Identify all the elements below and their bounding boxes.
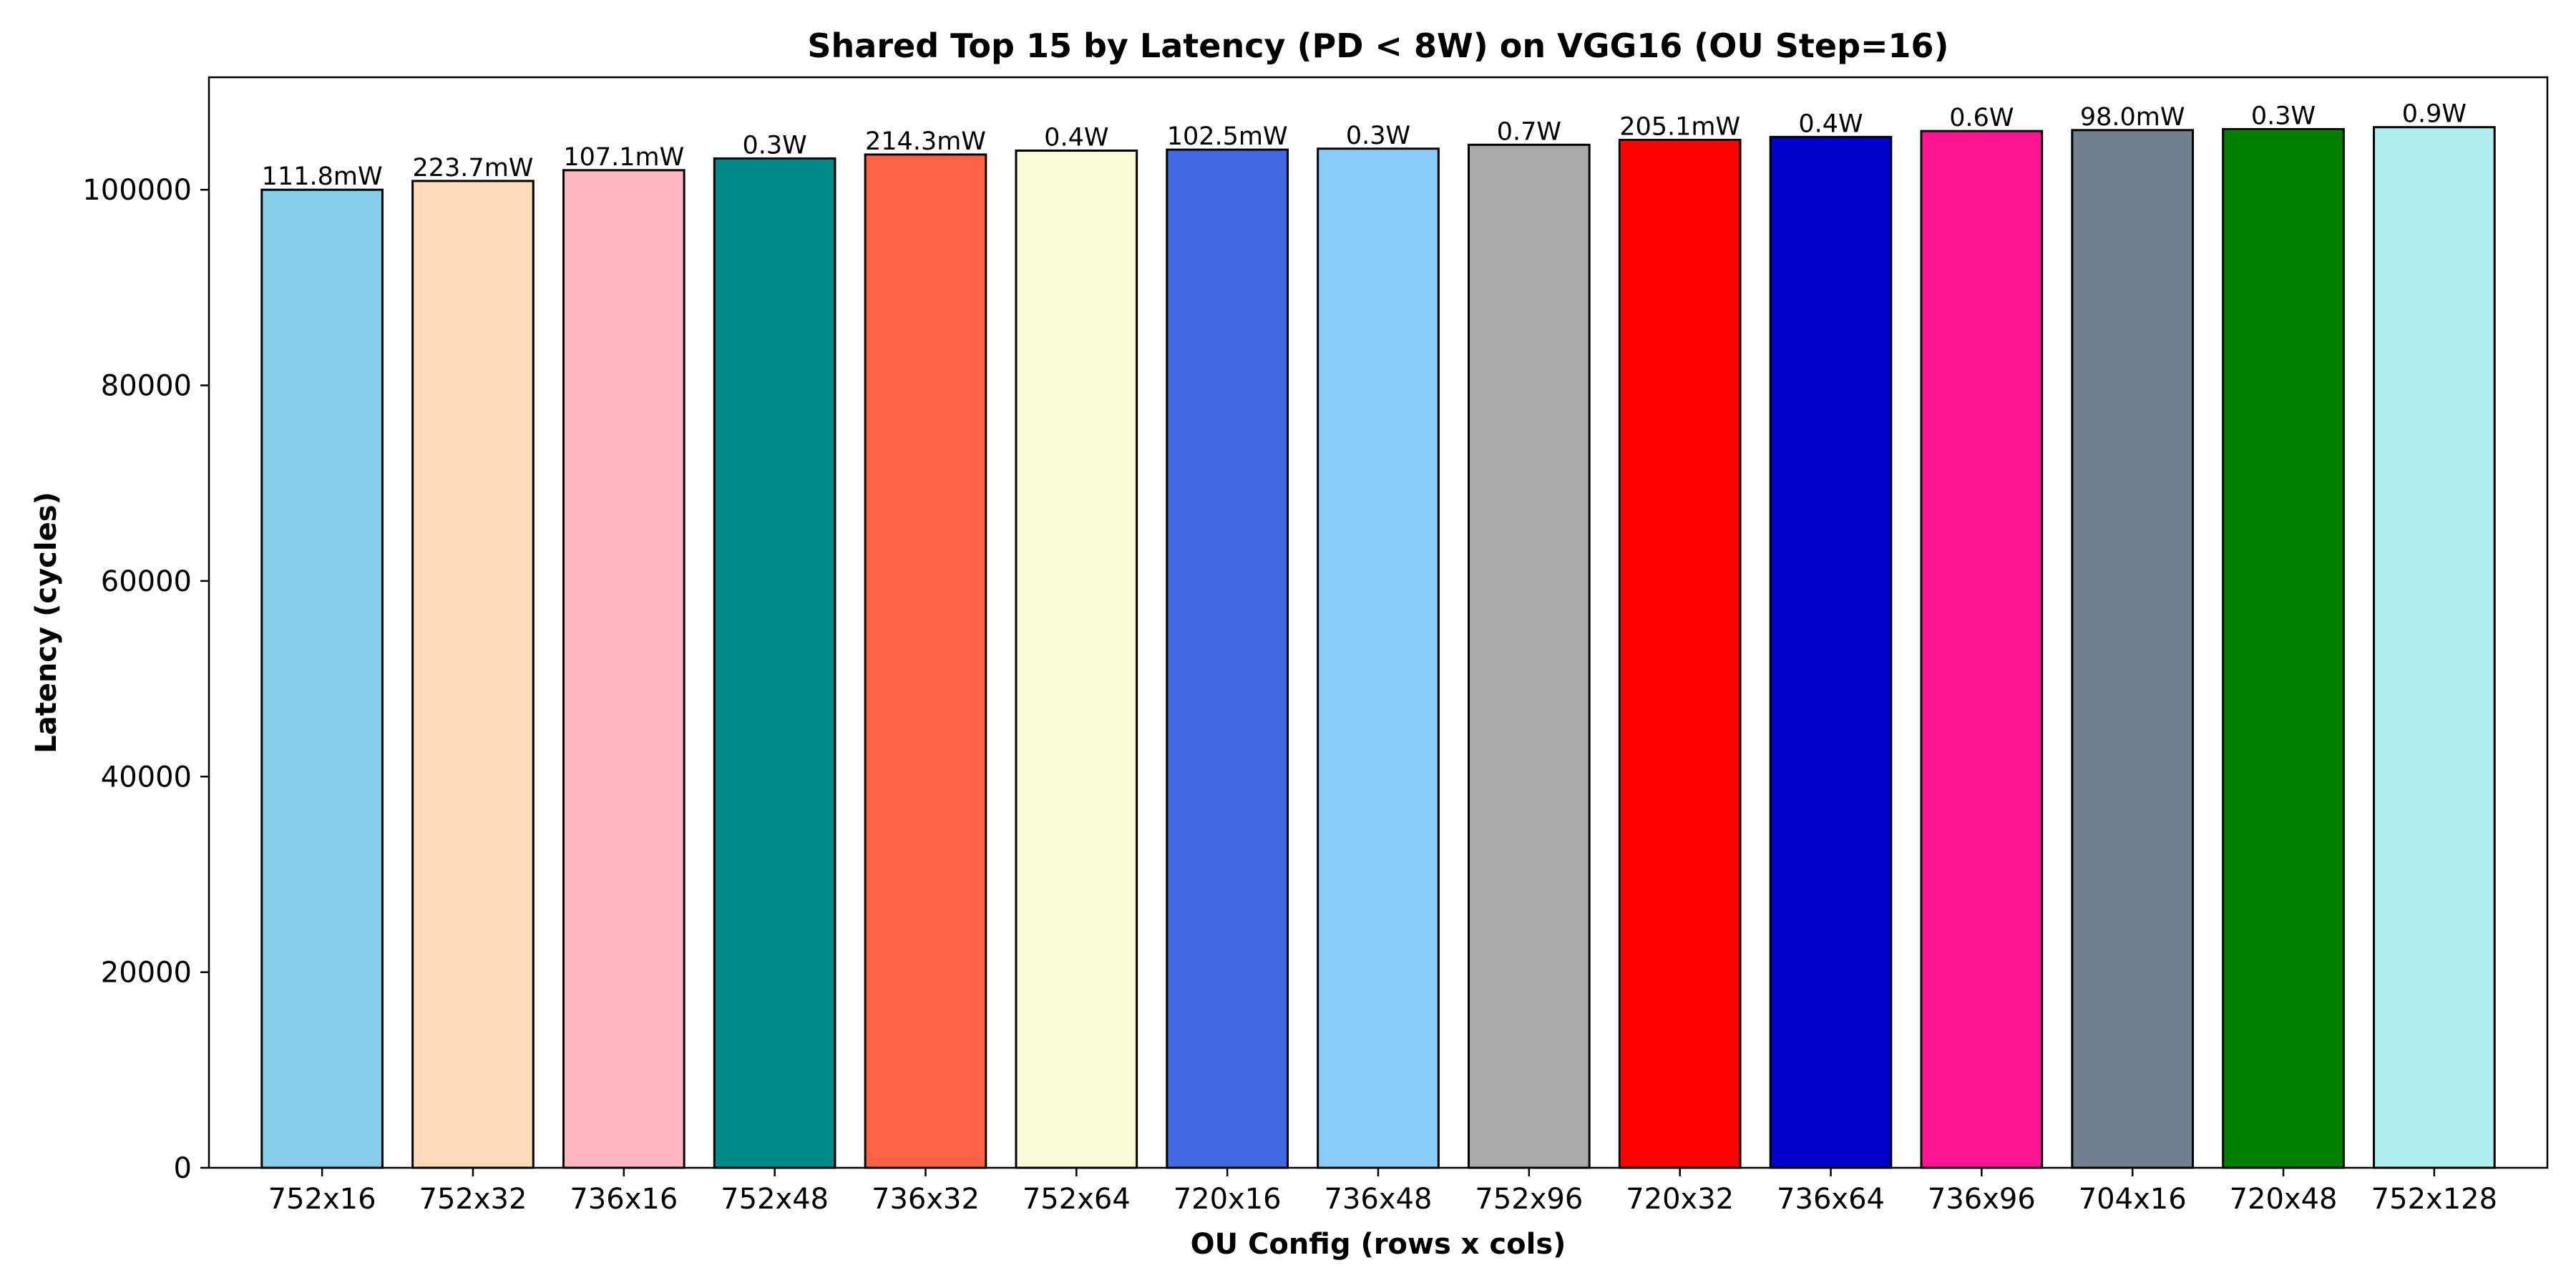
data-label-704x16: 98.0mW xyxy=(2080,103,2185,132)
y-tick-label-60000: 60000 xyxy=(101,565,192,598)
chart-title: Shared Top 15 by Latency (PD < 8W) on VG… xyxy=(807,26,1948,65)
data-label-752x48: 0.3W xyxy=(743,131,807,160)
data-label-736x32: 214.3mW xyxy=(865,127,986,156)
bar-752x96 xyxy=(1468,143,1591,1169)
x-tick-label-736x32: 736x32 xyxy=(872,1183,980,1216)
bar-752x16 xyxy=(260,188,384,1169)
data-label-720x16: 102.5mW xyxy=(1167,122,1288,151)
y-tick-label-20000: 20000 xyxy=(101,957,192,990)
data-label-736x64: 0.4W xyxy=(1798,109,1863,138)
x-tick-label-720x32: 720x32 xyxy=(1626,1183,1734,1216)
y-tick-label-80000: 80000 xyxy=(101,370,192,403)
x-tick-label-704x16: 704x16 xyxy=(2079,1183,2187,1216)
x-tick-label-736x16: 736x16 xyxy=(570,1183,678,1216)
x-tick-label-752x32: 752x32 xyxy=(419,1183,527,1216)
x-tick-label-752x96: 752x96 xyxy=(1475,1183,1583,1216)
data-label-752x96: 0.7W xyxy=(1497,117,1561,146)
bar-736x16 xyxy=(562,169,686,1169)
bar-752x128 xyxy=(2373,126,2496,1169)
data-label-736x16: 107.1mW xyxy=(563,143,684,172)
data-label-736x48: 0.3W xyxy=(1346,122,1410,150)
data-label-752x64: 0.4W xyxy=(1044,124,1108,152)
plot-area: 111.8mW 752x16 223.7mW 752x32 107.1mW 736x16 0… xyxy=(82,76,2549,1216)
y-tick-label-40000: 40000 xyxy=(101,761,192,794)
y-tick-label-0: 0 xyxy=(174,1152,192,1185)
x-tick-label-736x96: 736x96 xyxy=(1928,1183,2036,1216)
x-tick-label-736x64: 736x64 xyxy=(1777,1183,1885,1216)
bar-720x48 xyxy=(2222,127,2345,1169)
y-axis-label: Latency (cycles) xyxy=(30,492,63,753)
x-tick-label-736x48: 736x48 xyxy=(1324,1183,1433,1216)
x-tick-label-752x128: 752x128 xyxy=(2371,1183,2497,1216)
bar-720x16 xyxy=(1166,148,1289,1169)
data-label-720x48: 0.3W xyxy=(2251,102,2316,130)
bar-704x16 xyxy=(2071,129,2195,1169)
x-axis-label: OU Config (rows x cols) xyxy=(1191,1228,1566,1261)
x-tick-label-752x64: 752x64 xyxy=(1023,1183,1131,1216)
bar-720x32 xyxy=(1618,138,1742,1169)
data-label-752x128: 0.9W xyxy=(2402,100,2467,129)
data-label-736x96: 0.6W xyxy=(1949,104,2014,132)
x-tick-label-752x16: 752x16 xyxy=(268,1183,376,1216)
y-tick-label-100000: 100000 xyxy=(82,174,192,207)
data-label-752x16: 111.8mW xyxy=(262,162,383,191)
data-label-720x32: 205.1mW xyxy=(1619,112,1740,141)
x-tick-label-720x48: 720x48 xyxy=(2230,1183,2338,1216)
bar-752x64 xyxy=(1015,150,1138,1169)
bar-736x32 xyxy=(864,153,987,1169)
x-tick-label-752x48: 752x48 xyxy=(721,1183,829,1216)
bar-736x48 xyxy=(1317,147,1440,1169)
bar-736x96 xyxy=(1920,130,2044,1169)
bar-752x48 xyxy=(713,157,836,1169)
data-label-752x32: 223.7mW xyxy=(413,154,534,182)
bar-752x32 xyxy=(411,180,535,1169)
x-tick-label-720x16: 720x16 xyxy=(1174,1183,1282,1216)
plot-frame xyxy=(208,76,2549,1169)
bar-736x64 xyxy=(1769,135,1893,1169)
